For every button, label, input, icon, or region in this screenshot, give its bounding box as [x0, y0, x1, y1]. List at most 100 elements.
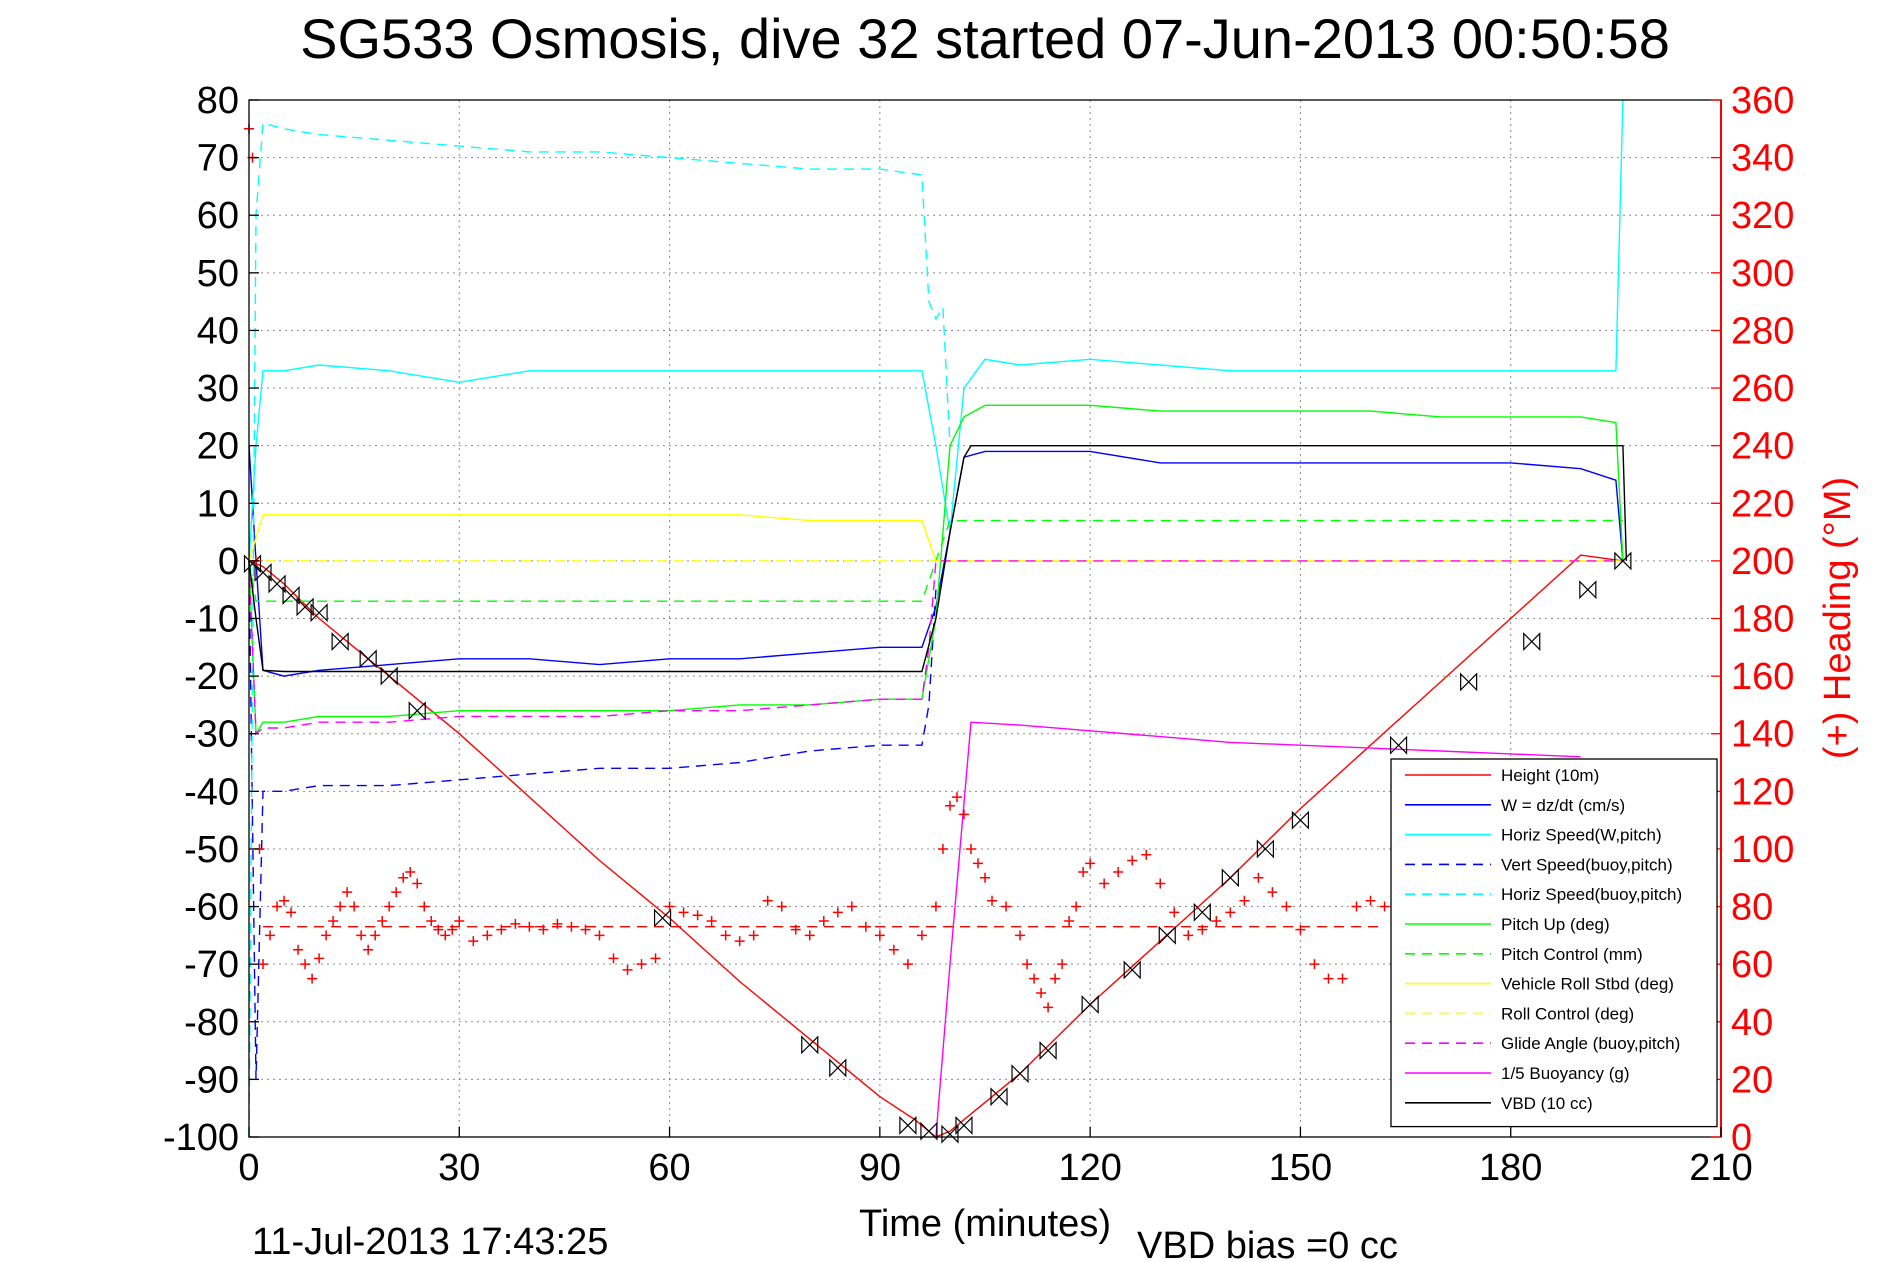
waypoint-marker [653, 908, 672, 928]
waypoint-marker [1081, 995, 1099, 1014]
heading-point [706, 915, 717, 926]
x-tick-label: 210 [1689, 1147, 1752, 1189]
marker-layer [243, 551, 1632, 1144]
heading-point [447, 924, 458, 935]
x-tick-label: 60 [648, 1147, 690, 1189]
waypoint-marker [1460, 672, 1478, 692]
heading-point [1113, 866, 1124, 877]
heading-point [1309, 959, 1320, 970]
heading-point [1253, 872, 1264, 883]
heading-point [272, 901, 283, 912]
heading-point [944, 800, 955, 811]
heading-point [1141, 849, 1152, 860]
waypoint-marker [1011, 1064, 1029, 1084]
waypoint-marker [1579, 580, 1597, 600]
heading-point [377, 915, 388, 926]
heading-point [748, 930, 759, 941]
vbd-bias-label: VBD bias =0 cc [1137, 1225, 1398, 1262]
heading-point [1001, 901, 1012, 912]
x-axis-ticks: 0 30 60 90 120 150 180 210 [238, 1127, 1753, 1189]
heading-point [328, 915, 339, 926]
legend-label-vert-speed-buoy-pitch: Vert Speed(buoy,pitch) [1501, 855, 1673, 874]
heading-point [622, 964, 633, 975]
heading-point [664, 901, 675, 912]
x-tick-label: 120 [1058, 1147, 1121, 1189]
heading-point [1183, 930, 1194, 941]
waypoint-marker [408, 701, 426, 721]
heading-point [965, 843, 976, 854]
heading-point [496, 924, 507, 935]
chart-title: SG533 Osmosis, dive 32 started 07-Jun-20… [300, 7, 1670, 70]
heading-point [608, 953, 619, 964]
heading-point [286, 907, 297, 918]
heading-point [692, 910, 703, 921]
heading-point [1295, 924, 1306, 935]
right-tick-label: 260 [1731, 368, 1794, 410]
heading-point [832, 907, 843, 918]
waypoint-marker [268, 574, 286, 594]
heading-point [426, 915, 437, 926]
heading-point [762, 895, 773, 906]
right-tick-label: 200 [1731, 541, 1794, 583]
heading-point [1071, 901, 1082, 912]
heading-point [1043, 1002, 1054, 1013]
heading-point [433, 924, 444, 935]
legend-label-glide-angle-buoy-pitch: Glide Angle (buoy,pitch) [1501, 1034, 1680, 1053]
heading-point [650, 953, 661, 964]
left-tick-label: -50 [184, 829, 239, 871]
x-tick-label: 90 [859, 1147, 901, 1189]
heading-point [370, 930, 381, 941]
waypoint-marker [1221, 868, 1239, 888]
heading-point [321, 930, 332, 941]
right-axis-label: (+) Heading (°M) [1817, 477, 1859, 759]
left-tick-label: -40 [184, 771, 239, 813]
footer-timestamp: 11-Jul-2013 17:43:25 [252, 1221, 608, 1262]
heading-point [846, 901, 857, 912]
heading-point [1323, 973, 1334, 984]
heading-point [1211, 915, 1222, 926]
heading-point [1064, 915, 1075, 926]
heading-point [860, 921, 871, 932]
waypoint-marker [1256, 839, 1274, 859]
heading-point [937, 843, 948, 854]
right-tick-label: 140 [1731, 714, 1794, 756]
series-horiz-speed-buoy-pitch [248, 122, 951, 1138]
heading-point [384, 901, 395, 912]
waypoint-marker [1193, 902, 1211, 922]
x-tick-label: 150 [1269, 1147, 1332, 1189]
waypoint-marker [801, 1035, 819, 1055]
right-tick-label: 220 [1731, 483, 1794, 525]
heading-point [300, 959, 311, 970]
series-vbd-10-cc [248, 445, 1628, 673]
heading-point [342, 887, 353, 898]
legend: Height (10m) W = dz/dt (cm/s) Horiz Speed(… [1390, 758, 1718, 1128]
heading-point [1337, 973, 1348, 984]
legend-box [1390, 758, 1718, 1128]
heading-point [734, 936, 745, 947]
left-tick-label: -10 [184, 599, 239, 641]
right-tick-label: 40 [1731, 1002, 1773, 1044]
heading-point [1197, 924, 1208, 935]
legend-label-roll-control-deg: Roll Control (deg) [1501, 1004, 1634, 1023]
x-tick-label: 180 [1479, 1147, 1542, 1189]
legend-label-pitch-control-mm: Pitch Control (mm) [1501, 945, 1643, 964]
heading-point [363, 944, 374, 955]
heading-point [1029, 973, 1040, 984]
heading-point [1022, 959, 1033, 970]
left-tick-label: 70 [197, 138, 239, 180]
heading-point [1365, 895, 1376, 906]
series-pitch-control-mm [248, 519, 1623, 602]
heading-point [307, 973, 318, 984]
left-tick-label: 80 [197, 80, 239, 122]
legend-label-vehicle-roll-stbd-deg: Vehicle Roll Stbd (deg) [1501, 975, 1674, 994]
left-tick-label: -70 [184, 944, 239, 986]
x-tick-label: 30 [438, 1147, 480, 1189]
heading-point [1239, 895, 1250, 906]
series-glide-angle-buoy-pitch [248, 560, 1623, 736]
heading-point [524, 921, 535, 932]
heading-point [398, 872, 409, 883]
waypoint-marker [282, 586, 300, 605]
heading-point [916, 930, 927, 941]
left-axis-ticks: 80 70 60 50 40 30 20 10 0 -10 -20 -30 -40 -50 -60 -70 -8… [163, 80, 259, 1159]
legend-label-horiz-speed-buoy-pitch: Horiz Speed(buoy,pitch) [1501, 885, 1682, 904]
